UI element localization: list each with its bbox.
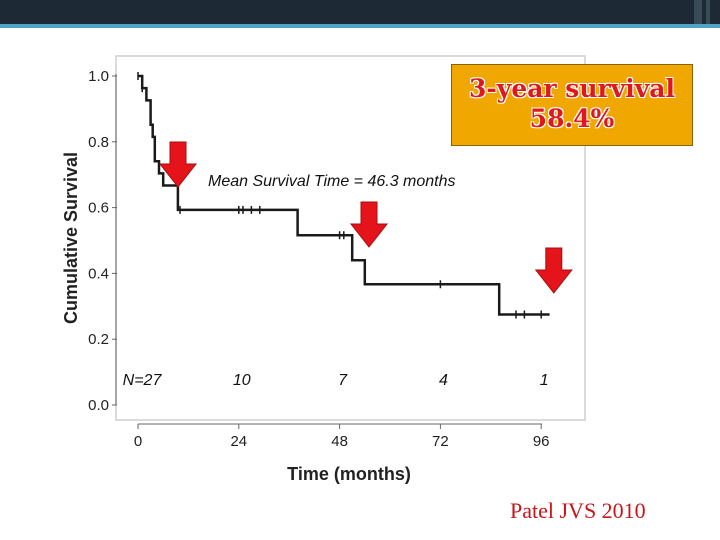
number-at-risk-label: 10 [233,372,251,389]
x-tick-label: 96 [533,433,550,450]
number-at-risk-label: 1 [540,372,549,389]
down-arrow-icon [534,247,573,294]
citation: Patel JVS 2010 [510,498,646,523]
slide-header-bar [0,0,720,28]
x-tick-labels: 0 24 48 72 96 [134,424,550,450]
x-tick-label: 0 [134,433,142,450]
three-year-survival-callout: 3-year survival 58.4% [451,64,693,146]
number-at-risk-label: 7 [338,372,348,389]
censor-marks [137,72,542,319]
callout-line-2: 58.4% [529,104,615,133]
x-tick-label: 24 [230,433,247,450]
y-tick-label: 0.2 [88,331,109,348]
y-tick-label: 0.0 [88,397,109,414]
y-tick-label: 0.8 [88,134,109,151]
highlight-arrows [158,141,573,294]
survival-curve [138,74,550,316]
x-tick-label: 48 [331,433,348,450]
y-tick-label: 1.0 [88,68,109,85]
callout-line-1: 3-year survival [469,74,675,103]
survival-step-line [138,74,550,316]
y-tick-label: 0.4 [88,265,109,282]
down-arrow-icon [349,201,389,248]
mean-survival-annotation: Mean Survival Time = 46.3 months [208,173,456,190]
number-at-risk-label: N=27 [123,372,163,389]
x-axis-title: Time (months) [287,464,411,484]
number-at-risk-label: 4 [439,372,448,389]
down-arrow-icon [158,141,198,188]
x-tick-label: 72 [432,433,449,450]
y-axis-title: Cumulative Survival [61,152,81,324]
y-tick-label: 0.6 [88,200,109,217]
number-at-risk-row: N=27 10 7 4 1 [123,372,549,389]
y-tick-labels: 0.0 0.2 0.4 0.6 0.8 1.0 [88,68,117,414]
